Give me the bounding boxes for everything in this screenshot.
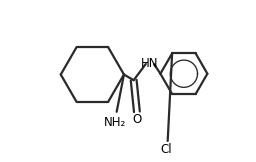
Text: Cl: Cl bbox=[160, 143, 172, 156]
Text: HN: HN bbox=[141, 58, 159, 70]
Text: O: O bbox=[132, 113, 142, 126]
Text: NH₂: NH₂ bbox=[104, 116, 126, 129]
